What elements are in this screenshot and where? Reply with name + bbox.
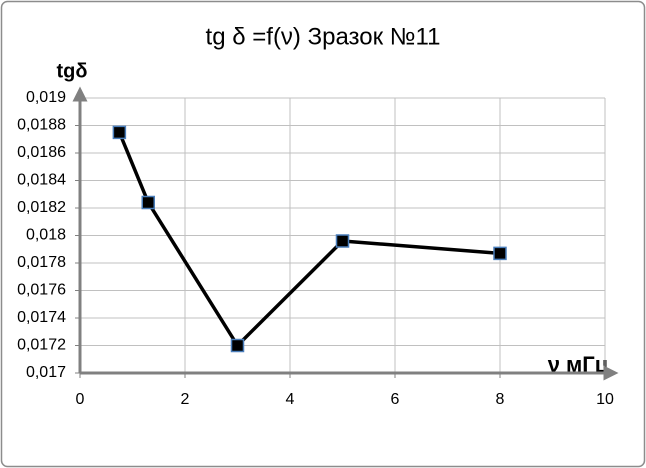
y-tick-label: 0,0186 [17, 144, 66, 161]
plot-area: 0,017 0,0172 0,0174 0,0176 0,0178 0,018 0,0182… [17, 86, 619, 408]
x-tick-label: 2 [181, 391, 190, 408]
data-point [493, 246, 507, 261]
y-tick-label: 0,017 [26, 364, 66, 381]
y-tick-label: 0,0178 [17, 254, 66, 271]
y-tick-label: 0,0182 [17, 199, 66, 216]
data-point [112, 125, 127, 140]
y-tick-label: 0,0172 [17, 337, 66, 354]
data-point [335, 234, 350, 248]
x-tick-label: 0 [76, 391, 85, 408]
y-tick-label: 0,019 [26, 89, 66, 106]
data-point [230, 338, 245, 353]
x-tick-label: 8 [496, 391, 505, 408]
y-axis-label: tgδ [56, 60, 87, 82]
chart-title: tg δ =f(ν) Зразок №11 [206, 23, 441, 50]
y-tick-label: 0,0184 [17, 172, 66, 189]
y-tick-label: 0,0188 [17, 117, 66, 134]
x-tick-label: 4 [286, 391, 295, 408]
x-tick-label: 10 [596, 391, 614, 408]
x-tick-label: 6 [391, 391, 400, 408]
y-tick-label: 0,0174 [17, 309, 66, 326]
y-tick-label: 0,0176 [17, 282, 66, 299]
y-tick-label: 0,018 [26, 227, 66, 244]
data-point [141, 195, 155, 210]
